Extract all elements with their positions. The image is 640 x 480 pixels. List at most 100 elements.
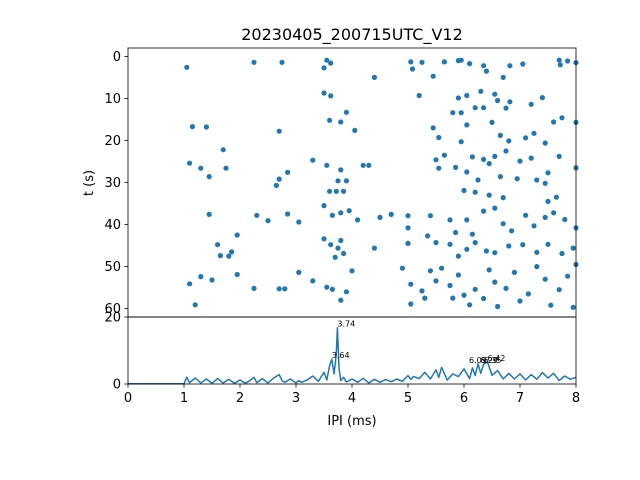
- scatter-point: [436, 134, 442, 141]
- scatter-point: [570, 245, 576, 251]
- scatter-y-tick-label: 40: [104, 218, 121, 233]
- scatter-point: [349, 268, 355, 274]
- scatter-point: [472, 189, 478, 195]
- scatter-point: [503, 285, 509, 291]
- scatter-point: [408, 301, 414, 307]
- scatter-point: [332, 254, 338, 260]
- scatter-point: [355, 217, 361, 223]
- ipi-x-tick-label: 6: [460, 391, 468, 406]
- scatter-point: [464, 92, 470, 99]
- scatter-point: [427, 213, 433, 219]
- scatter-point: [276, 286, 282, 292]
- ipi-peak-annotation: 6.42: [488, 354, 506, 363]
- ipi-peak-annotation: 6.35: [484, 356, 502, 365]
- scatter-point: [503, 148, 509, 154]
- scatter-point: [409, 66, 416, 72]
- scatter-point: [324, 162, 330, 168]
- scatter-point: [282, 286, 288, 292]
- scatter-point: [441, 152, 447, 158]
- scatter-y-ticks: 0 10 20 30 40 50 60: [104, 50, 128, 317]
- scatter-point: [433, 278, 439, 284]
- scatter-point: [458, 139, 464, 145]
- scatter-point: [296, 269, 302, 275]
- scatter-point: [464, 217, 470, 223]
- scatter-point: [388, 211, 394, 217]
- scatter-point: [507, 99, 513, 105]
- ipi-panel: 3.74 3.64 6.096.296.356.42 0 1 2 3 4 5 6 7 8 0 20 I…: [104, 311, 580, 430]
- scatter-point: [523, 212, 529, 218]
- scatter-point: [328, 242, 334, 248]
- scatter-point: [352, 127, 358, 133]
- scatter-point: [520, 242, 526, 248]
- ipi-x-tick-label: 8: [572, 391, 580, 406]
- scatter-point: [229, 249, 235, 255]
- scatter-point: [234, 271, 240, 278]
- scatter-point: [327, 188, 333, 194]
- scatter-point: [556, 287, 562, 293]
- scatter-point: [500, 221, 506, 227]
- scatter-point: [492, 91, 498, 97]
- scatter-point: [475, 177, 481, 183]
- scatter-point: [497, 174, 503, 180]
- scatter-point: [265, 218, 271, 224]
- scatter-point: [514, 176, 520, 182]
- scatter-point: [430, 125, 436, 131]
- ipi-y-ticks: 0 20: [104, 311, 128, 393]
- scatter-point: [525, 291, 532, 297]
- scatter-point: [234, 232, 240, 238]
- scatter-point: [217, 253, 223, 259]
- scatter-point: [461, 187, 467, 194]
- chart-title: 20230405_200715UTC_V12: [241, 25, 463, 45]
- scatter-point: [507, 63, 513, 69]
- scatter-point: [489, 119, 495, 125]
- scatter-y-tick-label: 20: [104, 134, 121, 149]
- scatter-point: [562, 216, 568, 223]
- scatter-point: [453, 164, 459, 170]
- scatter-point: [335, 245, 341, 251]
- scatter-point: [198, 274, 204, 280]
- scatter-point: [500, 195, 506, 201]
- ipi-series-line: [128, 326, 577, 385]
- scatter-point: [450, 110, 456, 116]
- scatter-point: [341, 250, 347, 257]
- scatter-point: [511, 269, 517, 275]
- scatter-y-axis-label: t (s): [82, 170, 97, 196]
- scatter-point: [399, 265, 405, 271]
- scatter-point: [254, 212, 260, 218]
- ipi-peak-annotation: 3.64: [332, 351, 350, 360]
- scatter-point: [458, 110, 464, 116]
- ipi-x-axis-label: IPI (ms): [327, 414, 376, 429]
- scatter-point: [405, 240, 411, 246]
- scatter-point: [531, 223, 537, 229]
- scatter-point: [481, 63, 487, 69]
- scatter-point: [478, 88, 484, 94]
- scatter-point: [557, 62, 563, 68]
- scatter-point: [285, 169, 291, 175]
- scatter-point: [433, 157, 439, 163]
- scatter-point: [520, 61, 526, 67]
- scatter-point: [321, 90, 327, 96]
- scatter-point: [206, 211, 212, 217]
- scatter-point: [517, 298, 523, 304]
- scatter-point: [338, 210, 344, 216]
- scatter-point: [338, 167, 344, 173]
- scatter-point: [542, 276, 548, 282]
- scatter-point: [472, 105, 478, 111]
- scatter-point: [469, 154, 475, 160]
- ipi-x-tick-label: 2: [236, 391, 244, 406]
- scatter-point: [321, 203, 327, 209]
- scatter-point: [472, 286, 478, 292]
- scatter-y-tick-label: 10: [104, 92, 121, 107]
- scatter-point: [458, 57, 464, 63]
- scatter-point: [343, 178, 349, 184]
- scatter-point: [506, 243, 512, 249]
- scatter-point: [534, 264, 540, 270]
- ipi-x-tick-label: 3: [292, 391, 300, 406]
- scatter-point: [329, 212, 335, 218]
- scatter-point: [408, 59, 414, 65]
- scatter-point: [492, 205, 498, 211]
- scatter-point: [467, 61, 473, 67]
- scatter-point: [198, 165, 204, 171]
- scatter-point: [509, 228, 515, 234]
